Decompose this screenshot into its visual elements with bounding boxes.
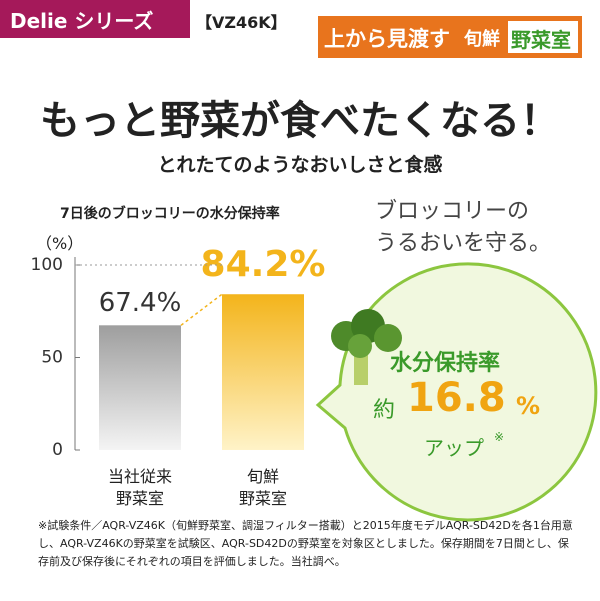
model: 【VZ46K】: [196, 13, 287, 32]
subheadline: とれたてのようなおいしさと食感: [157, 154, 443, 176]
bubble-prefix: 約: [373, 398, 396, 423]
value-label: 67.4%: [99, 288, 182, 318]
bubble-unit: %: [516, 392, 541, 420]
y-tick-label: 100: [31, 255, 63, 275]
y-tick-label: 50: [41, 348, 63, 368]
room-box: [508, 21, 578, 53]
y-tick-label: 0: [52, 440, 63, 460]
category-label: 旬鮮 野菜室: [238, 467, 287, 508]
series: Delie シリーズ: [10, 9, 154, 33]
badge-brand: 旬鮮: [464, 29, 500, 50]
chart-title: 7日後のブロッコリーの水分保持率: [60, 206, 280, 222]
connector: [180, 293, 223, 326]
bubble-label: 水分保持率: [390, 351, 501, 376]
bubble-suffix: アップ: [424, 436, 484, 460]
bubble-value: 16.8: [407, 375, 506, 421]
badge-room: 野菜室: [511, 28, 571, 52]
category-label: 当社従来 野菜室: [107, 467, 172, 508]
bubble-mark: ※: [494, 430, 505, 444]
headline: もっと野菜が食べたくなる！: [40, 98, 560, 144]
caption: ブロッコリーの うるおいを守る。: [375, 199, 552, 256]
badge-lead: 上から見渡す: [324, 27, 450, 51]
footnote: ※試験条件／AQR-VZ46K（旬鮮野菜室、調湿フィルター搭載）と2015年度モ…: [38, 519, 573, 568]
bar: [222, 294, 304, 450]
value-label: 84.2%: [201, 244, 326, 285]
broccoli: [331, 309, 402, 385]
bar: [99, 325, 181, 450]
y-unit: （%）: [36, 234, 84, 253]
series-badge: [0, 0, 190, 38]
